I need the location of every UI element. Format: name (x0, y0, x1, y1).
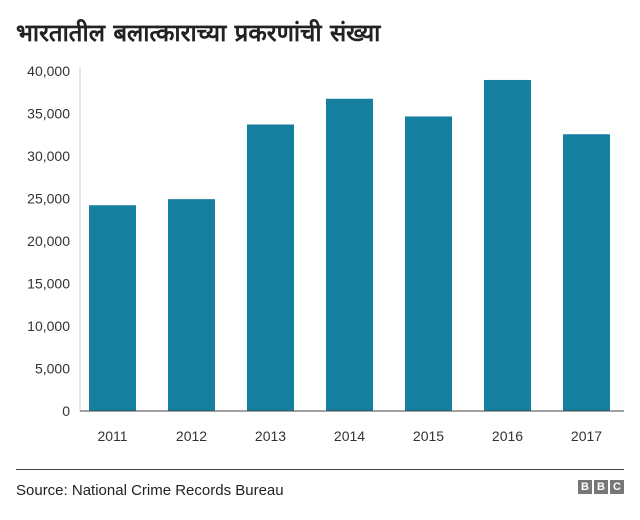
bbc-logo-letter: B (578, 480, 592, 494)
y-tick-label: 20,000 (27, 233, 70, 249)
bar-2014 (326, 98, 373, 411)
x-tick-label: 2013 (255, 428, 286, 444)
bar-2011 (89, 205, 136, 411)
bar-chart: 0 5,000 10,000 15,000 20,000 25,000 30,000 35,0… (27, 63, 624, 444)
y-tick-label: 40,000 (27, 63, 70, 79)
y-tick-label: 0 (62, 403, 70, 419)
y-tick-label: 25,000 (27, 191, 70, 207)
x-tick-label: 2017 (571, 428, 602, 444)
x-tick-label: 2015 (413, 428, 444, 444)
y-tick-label: 5,000 (35, 361, 70, 377)
y-tick-label: 15,000 (27, 276, 70, 292)
bar-2015 (405, 116, 452, 412)
x-tick-label: 2014 (334, 428, 365, 444)
y-tick-label: 35,000 (27, 106, 70, 122)
x-tick-label: 2016 (492, 428, 523, 444)
y-tick-label: 10,000 (27, 318, 70, 334)
source-note: Source: National Crime Records Bureau (16, 482, 284, 499)
bbc-logo-letter: B (594, 480, 608, 494)
bbc-logo: B B C (578, 480, 624, 494)
bar-2016 (484, 79, 531, 411)
chart-title: भारतातील बलात्काराच्या प्रकरणांची संख्या (16, 19, 381, 47)
bbc-logo-letter: C (610, 480, 624, 494)
footer-divider (16, 469, 624, 470)
bar-2012 (168, 199, 215, 411)
y-tick-label: 30,000 (27, 148, 70, 164)
bar-2013 (247, 124, 294, 411)
x-tick-label: 2011 (97, 428, 127, 444)
bar-2017 (563, 134, 610, 411)
x-tick-label: 2012 (176, 428, 207, 444)
